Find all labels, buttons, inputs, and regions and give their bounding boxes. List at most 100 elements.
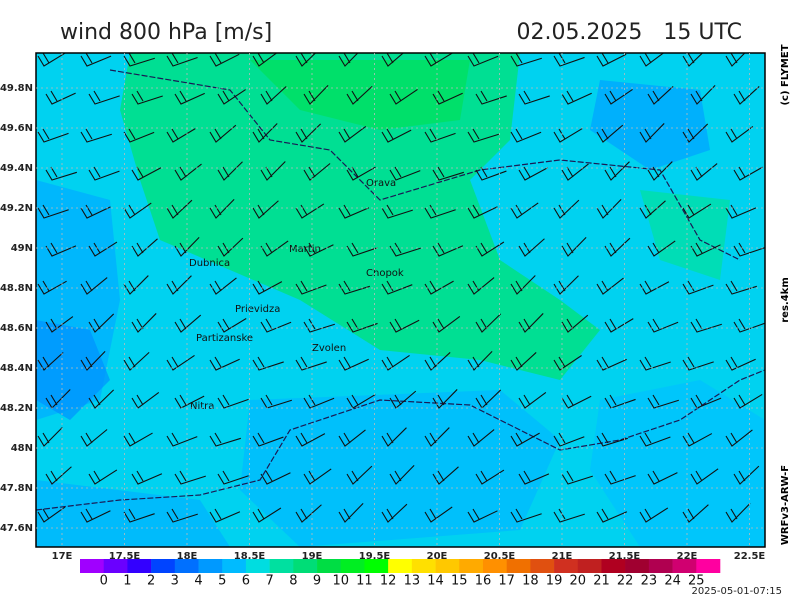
lat-tick-label: 47.8N bbox=[0, 483, 33, 494]
wind-barb bbox=[733, 465, 760, 485]
wind-barb bbox=[252, 123, 278, 143]
colorbar-swatch bbox=[198, 559, 223, 573]
wind-barb bbox=[295, 280, 327, 295]
wind-barb bbox=[389, 318, 420, 333]
wind-barb bbox=[166, 128, 196, 143]
wind-barb bbox=[295, 203, 325, 219]
wind-barb bbox=[303, 163, 331, 181]
wind-barb bbox=[303, 468, 332, 485]
wind-barb bbox=[639, 507, 669, 523]
wind-barb bbox=[88, 313, 115, 333]
wind-barb bbox=[424, 280, 454, 295]
wind-barb bbox=[209, 124, 237, 143]
wind-barb bbox=[80, 350, 106, 371]
wind-barb bbox=[346, 166, 376, 181]
wind-barb bbox=[604, 318, 634, 333]
wind-barb bbox=[80, 128, 112, 143]
wind-barb bbox=[381, 503, 408, 523]
wind-barb bbox=[346, 242, 378, 257]
colorbar-label: 22 bbox=[617, 574, 634, 589]
lon-tick-label: 20.5E bbox=[484, 551, 516, 562]
wind-barb bbox=[88, 469, 118, 485]
lon-tick-label: 22.5E bbox=[734, 551, 766, 562]
colorbar-label: 7 bbox=[265, 574, 273, 589]
colorbar-swatch bbox=[411, 559, 436, 573]
wind-barb bbox=[467, 350, 493, 371]
map-frame bbox=[35, 52, 766, 548]
wind-barb bbox=[174, 470, 206, 485]
colorbar-label: 23 bbox=[641, 574, 658, 589]
wind-barb bbox=[37, 506, 66, 523]
wind-barb bbox=[733, 318, 765, 333]
colorbar-label: 17 bbox=[498, 574, 515, 589]
resolution: res.4km bbox=[780, 277, 791, 323]
wind-barb bbox=[252, 280, 283, 295]
wind-barb bbox=[424, 128, 456, 143]
wind-barb bbox=[682, 203, 712, 219]
wind-barb bbox=[510, 53, 542, 67]
wind-barb bbox=[647, 470, 678, 485]
wind-barb bbox=[252, 356, 284, 371]
colorbar-label: 15 bbox=[451, 574, 468, 589]
wind-barb bbox=[682, 504, 709, 523]
wind-barb bbox=[518, 470, 550, 485]
lon-tick-label: 17.5E bbox=[109, 551, 141, 562]
wind-barb bbox=[467, 429, 495, 447]
wind-barb bbox=[252, 200, 279, 219]
colorbar-label: 24 bbox=[664, 574, 681, 589]
wind-barb bbox=[338, 204, 370, 219]
colorbar-label: 12 bbox=[380, 574, 397, 589]
colorbar-swatch bbox=[103, 559, 128, 573]
wind-barb bbox=[553, 355, 582, 371]
wind-barb bbox=[217, 318, 247, 333]
colorbar-label: 20 bbox=[570, 574, 587, 589]
wind-barb bbox=[604, 161, 630, 181]
colorbar-label: 6 bbox=[242, 574, 250, 589]
valid-time: 02.05.2025 15 UTC bbox=[516, 20, 742, 45]
colorbar-swatch bbox=[696, 559, 721, 573]
wind-barb bbox=[174, 90, 205, 105]
wind-barb bbox=[596, 432, 628, 447]
colorbar-swatch bbox=[151, 559, 176, 573]
wind-barb bbox=[88, 90, 120, 105]
wind-barb bbox=[80, 429, 108, 447]
wind-barb bbox=[166, 508, 198, 523]
wind-barb bbox=[252, 53, 278, 67]
wind-barb bbox=[37, 352, 64, 371]
wind-barb bbox=[252, 507, 282, 523]
wind-barb bbox=[733, 393, 763, 409]
title: wind 800 hPa [m/s] bbox=[60, 20, 272, 45]
city-label: Chopok bbox=[366, 268, 404, 279]
colorbar-label: 8 bbox=[289, 574, 297, 589]
colorbar-swatch bbox=[530, 559, 555, 573]
lat-tick-label: 47.6N bbox=[0, 523, 33, 534]
wind-barb bbox=[37, 427, 63, 447]
wind-barb bbox=[123, 432, 153, 447]
wind-barb bbox=[123, 53, 155, 67]
wind-barb bbox=[475, 90, 507, 105]
lon-tick-label: 17E bbox=[52, 551, 73, 562]
wind-barb bbox=[123, 352, 150, 371]
colorbar-swatch bbox=[80, 559, 105, 573]
lon-tick-label: 19.5E bbox=[359, 551, 391, 562]
colorbar-label: 0 bbox=[100, 574, 108, 589]
colorbar-swatch bbox=[648, 559, 673, 573]
wind-barb bbox=[510, 508, 542, 523]
lat-tick-label: 49.6N bbox=[0, 123, 33, 134]
wind-barb bbox=[295, 123, 322, 143]
wind-barb bbox=[346, 86, 373, 105]
wind-barb bbox=[596, 198, 622, 219]
wind-barb bbox=[346, 318, 378, 333]
wind-barb bbox=[295, 356, 327, 371]
colorbar-swatch bbox=[317, 559, 342, 573]
colorbar-swatch bbox=[174, 559, 199, 573]
colorbar-swatch bbox=[364, 559, 389, 573]
wind-barb bbox=[166, 53, 198, 67]
wind-barb bbox=[475, 241, 505, 257]
colorbar-swatch bbox=[506, 559, 531, 573]
colorbar-label: 18 bbox=[522, 574, 539, 589]
lat-tick-label: 48.8N bbox=[0, 283, 33, 294]
wind-barb bbox=[217, 89, 246, 105]
wind-barb bbox=[166, 354, 195, 371]
